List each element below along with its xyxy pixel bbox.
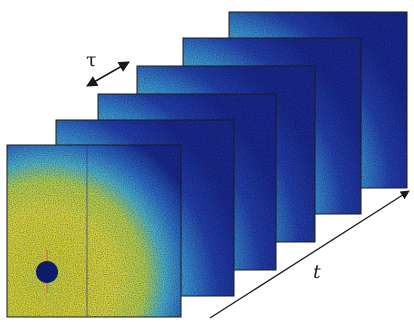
tau-label: τ [86,49,97,71]
beamstop [36,261,58,283]
tau-arrow [86,61,130,87]
frame-1-front [6,144,182,318]
time-axis-label: t [313,261,321,283]
time-axis-arrow [209,190,410,319]
